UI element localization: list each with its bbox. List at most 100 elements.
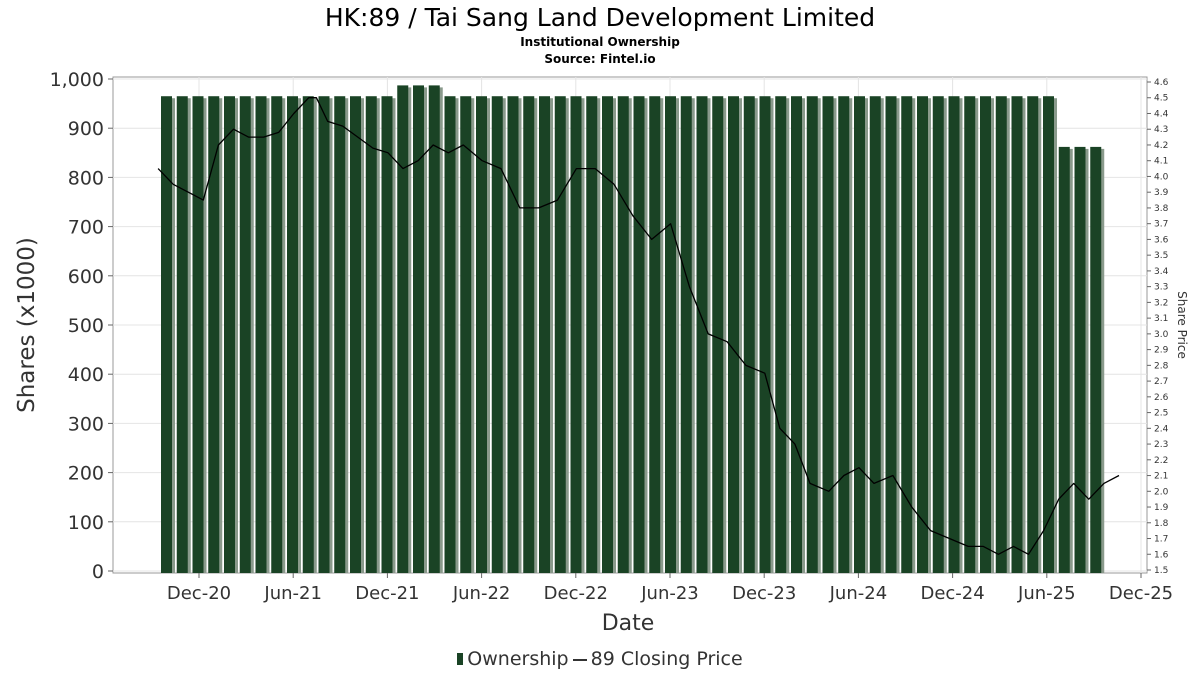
x-tick-label: Jun-25 [1017, 583, 1076, 604]
y2-tick-label: 2.0 [1154, 487, 1169, 497]
y2-tick-label: 4.2 [1154, 141, 1168, 151]
y-tick-label: 300 [68, 413, 104, 435]
ownership-bar [176, 96, 188, 573]
ownership-bar [743, 96, 755, 573]
y2-tick-label: 2.4 [1154, 424, 1169, 434]
ownership-bar [1058, 146, 1070, 573]
price-line [157, 97, 1120, 555]
x-tick-label: Jun-24 [829, 583, 888, 604]
ownership-bar [932, 96, 944, 573]
x-tick-label: Jun-21 [263, 583, 322, 604]
ownership-bar [759, 96, 771, 573]
y2-tick-label: 2.8 [1154, 361, 1169, 371]
ownership-bar [838, 96, 850, 573]
ownership-bar [523, 96, 535, 573]
ownership-bar [302, 96, 314, 573]
ownership-legend-label: Ownership [467, 648, 569, 670]
ownership-bar [712, 96, 724, 573]
y2-tick-label: 3.8 [1154, 204, 1169, 214]
ownership-bar [602, 96, 613, 573]
y-axis-label: Shares (x1000) [14, 237, 40, 413]
ownership-bar [980, 96, 991, 573]
y2-tick-label: 4.5 [1154, 94, 1168, 104]
y2-tick-label: 3.9 [1154, 188, 1169, 198]
ownership-bar [192, 96, 204, 573]
y2-tick-label: 3.0 [1154, 330, 1169, 340]
ownership-bar [665, 96, 676, 573]
ownership-bar [287, 96, 298, 573]
chart-title: HK:89 / Tai Sang Land Development Limite… [324, 3, 876, 32]
ownership-bar [570, 96, 582, 573]
ownership-bar [728, 96, 739, 573]
y-tick-label: 0 [92, 561, 104, 583]
y-tick-label: 900 [68, 118, 104, 140]
x-tick-label: Jun-23 [640, 583, 699, 604]
ownership-bar [397, 85, 409, 574]
x-tick-label: Dec-25 [1109, 583, 1173, 604]
y2-tick-label: 4.1 [1154, 157, 1168, 167]
ownership-bar [161, 96, 172, 573]
ownership-bar [476, 96, 487, 573]
x-tick-label: Dec-21 [355, 583, 419, 604]
ownership-bar [649, 96, 661, 573]
ownership-bar [1043, 96, 1054, 573]
y2-tick-label: 1.8 [1154, 519, 1169, 529]
y-tick-label: 700 [68, 217, 104, 239]
y2-tick-label: 1.6 [1154, 550, 1169, 560]
ownership-bar [633, 96, 645, 573]
ownership-bars [161, 85, 1105, 574]
y2-tick-label: 3.4 [1154, 267, 1169, 277]
x-tick-label: Dec-22 [544, 583, 608, 604]
y2-tick-label: 4.3 [1154, 125, 1168, 135]
y2-tick-label: 2.3 [1154, 440, 1168, 450]
x-tick-label: Dec-24 [920, 583, 984, 604]
y-tick-label: 600 [68, 266, 104, 288]
y2-tick-label: 4.6 [1154, 78, 1169, 88]
x-axis-label: Date [602, 611, 655, 636]
y2-tick-label: 1.7 [1154, 535, 1168, 545]
y2-tick-label: 3.6 [1154, 235, 1169, 245]
y2-tick-label: 1.9 [1154, 503, 1169, 513]
ownership-bar [869, 96, 881, 573]
ownership-bar [1011, 96, 1023, 573]
y-tick-label: 400 [68, 364, 104, 386]
y2-tick-label: 3.2 [1154, 298, 1168, 308]
ownership-bar [586, 96, 598, 573]
ownership-bar [995, 96, 1007, 573]
ownership-bar [1090, 146, 1102, 573]
ownership-bar [350, 96, 361, 573]
ownership-bar [806, 96, 818, 573]
ownership-bar [255, 96, 267, 573]
y2-tick-label: 3.7 [1154, 220, 1168, 230]
y2-tick-label: 1.5 [1154, 566, 1168, 576]
y2-tick-label: 3.5 [1154, 251, 1168, 261]
y2-tick-label: 4.4 [1154, 109, 1169, 119]
ownership-bar [365, 96, 377, 573]
price-legend-label: 89 Closing Price [590, 648, 743, 670]
y-tick-label: 500 [68, 315, 104, 337]
ownership-bar [917, 96, 928, 573]
ownership-bar [428, 85, 440, 574]
ownership-bar [901, 96, 913, 573]
y2-tick-label: 2.6 [1154, 393, 1169, 403]
ownership-bar [491, 96, 503, 573]
price-legend-swatch [572, 658, 587, 661]
y2-tick-label: 4.0 [1154, 172, 1169, 182]
chart-source: Source: Fintel.io [544, 52, 656, 66]
ownership-bar [775, 96, 787, 573]
ownership-bar [460, 96, 472, 573]
ownership-bar [239, 96, 251, 573]
y-tick-label: 200 [68, 463, 104, 485]
y2-tick-label: 2.1 [1154, 472, 1168, 482]
axes: 0 100 200 300 400 500 600 700 800 900 1,000 Dec-20 J… [50, 69, 1174, 604]
ownership-bar [413, 85, 424, 574]
ownership-bar [208, 96, 220, 573]
ownership-bar [964, 96, 976, 573]
y2-tick-label: 3.1 [1154, 314, 1168, 324]
y-tick-label: 1,000 [50, 69, 104, 91]
y2-tick-label: 2.5 [1154, 409, 1168, 419]
x-tick-label: Jun-22 [452, 583, 511, 604]
ownership-bar [381, 96, 393, 573]
x-tick-label: Dec-23 [732, 583, 796, 604]
